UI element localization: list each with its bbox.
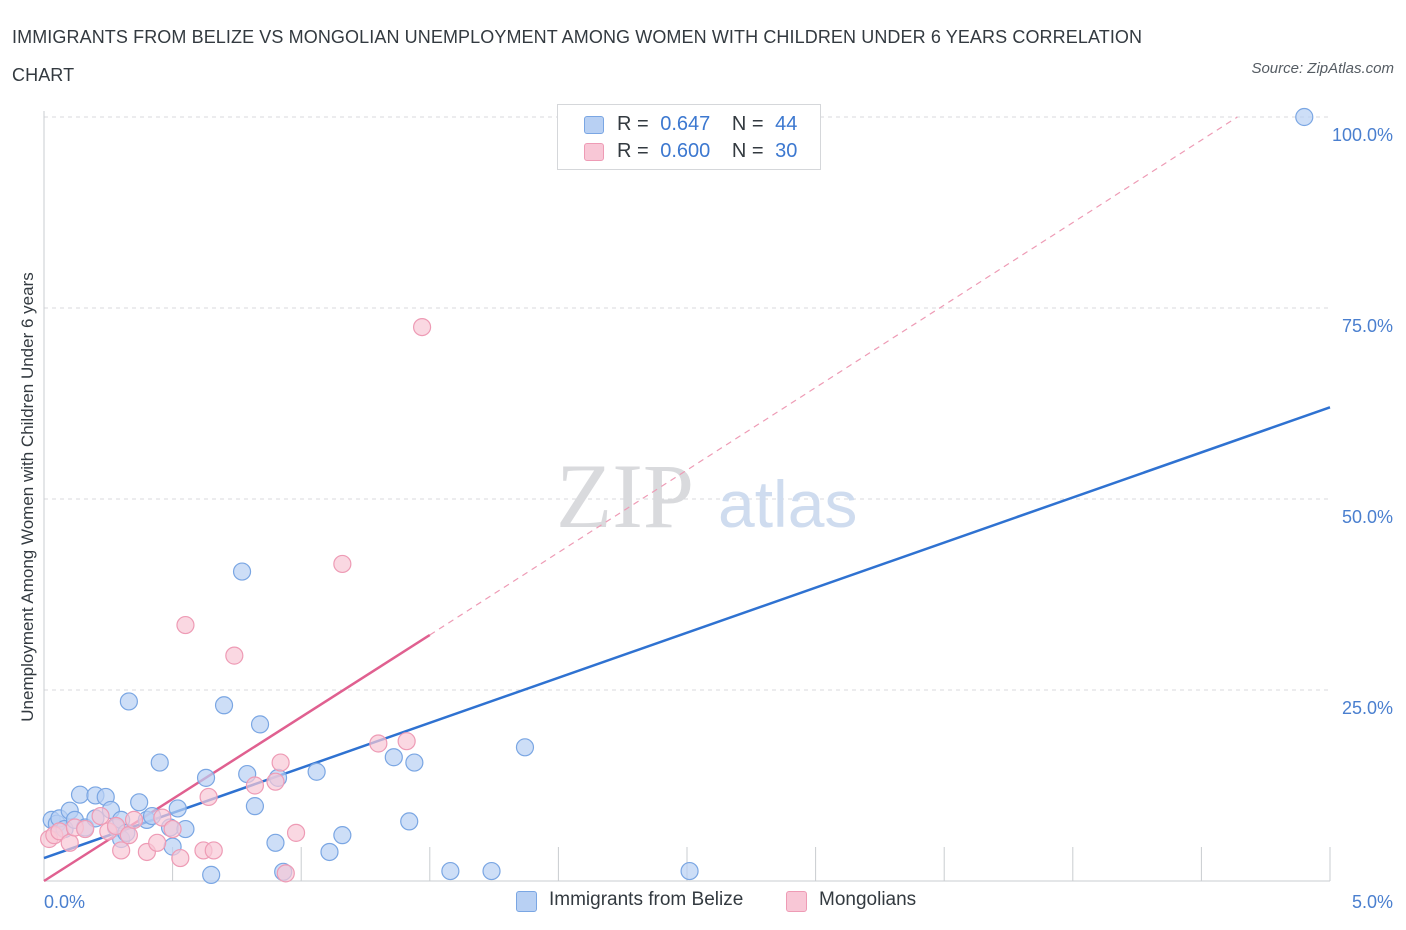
- mongolian-point: [124, 810, 144, 829]
- x-tick-label: 0.0%: [44, 892, 85, 912]
- mongolian-point: [271, 753, 290, 772]
- mongolian-point: [397, 732, 416, 751]
- mongolian-point: [91, 806, 110, 826]
- mongolian-point: [276, 864, 295, 883]
- belize-point: [384, 748, 403, 767]
- watermark-zip: ZIP: [556, 445, 694, 547]
- n-label: N =: [731, 113, 764, 135]
- mongolian-point: [112, 841, 131, 860]
- mongolian-point: [333, 554, 352, 574]
- belize-point: [333, 826, 352, 845]
- mongolian-point: [245, 776, 265, 795]
- mongolian-point: [153, 808, 172, 827]
- belize-point: [150, 753, 169, 772]
- legend-belize-label: Immigrants from Belize: [549, 889, 744, 910]
- belize-point: [307, 762, 326, 781]
- mongolian-point: [225, 646, 244, 665]
- y-tick-label: 100.0%: [1332, 125, 1393, 145]
- mongolian-point: [176, 615, 195, 635]
- belize-point: [441, 861, 460, 881]
- belize-point: [202, 865, 221, 884]
- belize-swatch: [584, 116, 604, 134]
- y-tick-label: 75.0%: [1342, 316, 1393, 336]
- belize-point: [250, 715, 270, 734]
- mongolian-point: [119, 826, 138, 845]
- belize-point: [168, 799, 187, 818]
- mongolian-point: [171, 848, 190, 868]
- mongolian-r-value: 0.600: [660, 140, 711, 162]
- belize-point: [119, 692, 138, 711]
- axes: [43, 111, 1331, 882]
- legend-belize-swatch: [516, 891, 537, 912]
- grid-lines: [44, 116, 1330, 691]
- mongolian-trend-line: [43, 633, 431, 883]
- belize-point: [515, 738, 535, 757]
- source-label: Source: ZipAtlas.com: [1251, 60, 1394, 77]
- belize-point: [70, 785, 90, 804]
- mongolian-point: [106, 816, 126, 836]
- watermark: ZIP atlas: [556, 445, 857, 547]
- r-label: R =: [617, 140, 649, 162]
- stats-legend: R = 0.647 N = 44 R = 0.600 N = 30: [557, 104, 821, 170]
- mongolian-swatch: [584, 143, 604, 161]
- mongolian-point: [163, 819, 182, 839]
- belize-point: [245, 797, 265, 816]
- data-points: [40, 107, 1314, 884]
- mongolian-point: [204, 841, 223, 860]
- mongolian-point: [286, 823, 306, 842]
- belize-point: [130, 793, 149, 812]
- belize-point: [482, 861, 501, 881]
- belize-point: [266, 833, 285, 852]
- mongolian-trend-extension: [429, 116, 1238, 636]
- tick-labels: 25.0% 50.0% 75.0% 100.0% 0.0% 5.0%: [44, 125, 1393, 912]
- mongolian-n-value: 30: [775, 140, 798, 162]
- belize-point: [214, 696, 234, 715]
- belize-point: [405, 753, 424, 772]
- legend-mongolian-swatch: [786, 891, 807, 912]
- belize-n-value: 44: [775, 113, 798, 135]
- mongolian-point: [412, 318, 432, 337]
- mongolian-point: [266, 772, 285, 791]
- mongolian-point: [76, 819, 95, 839]
- y-axis-label: Unemployment Among Women with Children U…: [18, 272, 37, 721]
- mongolian-point: [369, 734, 388, 753]
- belize-point: [400, 812, 419, 831]
- y-tick-label: 50.0%: [1342, 507, 1393, 527]
- r-label: R =: [617, 113, 649, 135]
- y-tick-label: 25.0%: [1342, 698, 1393, 718]
- x-tick-label: 5.0%: [1352, 892, 1393, 912]
- belize-point: [196, 768, 216, 787]
- belize-r-value: 0.647: [660, 113, 711, 135]
- mongolian-point: [148, 833, 167, 852]
- watermark-atlas: atlas: [718, 467, 857, 541]
- n-label: N =: [731, 140, 764, 162]
- belize-point: [232, 562, 252, 581]
- belize-point: [680, 861, 699, 881]
- mongolian-point: [199, 787, 218, 807]
- mongolian-point: [60, 833, 79, 852]
- belize-point: [320, 842, 339, 862]
- belize-point: [1295, 107, 1314, 127]
- chart-title: IMMIGRANTS FROM BELIZE VS MONGOLIAN UNEM…: [12, 27, 1143, 85]
- legend-mongolian-label: Mongolians: [819, 889, 917, 910]
